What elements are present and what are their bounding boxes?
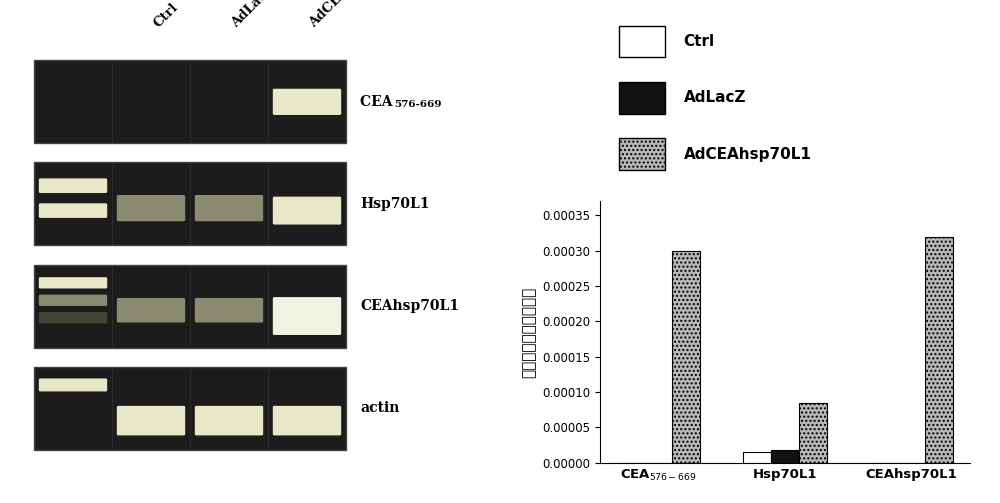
Text: Ctrl: Ctrl xyxy=(151,1,180,30)
FancyBboxPatch shape xyxy=(273,297,341,335)
Bar xyxy=(34,162,346,245)
FancyBboxPatch shape xyxy=(619,82,665,114)
FancyBboxPatch shape xyxy=(273,197,341,224)
FancyBboxPatch shape xyxy=(117,298,185,322)
Text: Hsp70L1: Hsp70L1 xyxy=(360,197,430,211)
FancyBboxPatch shape xyxy=(273,89,341,115)
Bar xyxy=(34,367,346,450)
Y-axis label: 与肌动蛋白相比的倍数: 与肌动蛋白相比的倍数 xyxy=(522,286,537,378)
FancyBboxPatch shape xyxy=(39,312,107,323)
Bar xyxy=(771,450,799,463)
FancyBboxPatch shape xyxy=(117,195,185,221)
Text: CEAhsp70L1: CEAhsp70L1 xyxy=(360,299,459,313)
Text: AdLacZ: AdLacZ xyxy=(684,91,746,105)
FancyBboxPatch shape xyxy=(39,277,107,289)
Text: CEA: CEA xyxy=(360,95,398,109)
FancyBboxPatch shape xyxy=(195,195,263,221)
FancyBboxPatch shape xyxy=(195,406,263,436)
Text: AdLacZ: AdLacZ xyxy=(229,0,277,30)
Bar xyxy=(34,265,346,348)
FancyBboxPatch shape xyxy=(39,378,107,391)
FancyBboxPatch shape xyxy=(195,298,263,322)
Bar xyxy=(799,403,827,463)
Text: Ctrl: Ctrl xyxy=(684,34,715,49)
FancyBboxPatch shape xyxy=(273,406,341,436)
Bar xyxy=(925,236,953,463)
FancyBboxPatch shape xyxy=(39,179,107,193)
FancyBboxPatch shape xyxy=(39,203,107,218)
Bar xyxy=(34,60,346,143)
FancyBboxPatch shape xyxy=(39,295,107,306)
FancyBboxPatch shape xyxy=(619,26,665,57)
Text: 576-669: 576-669 xyxy=(394,100,441,109)
Bar xyxy=(672,250,700,463)
Text: AdCEAhsp70L1: AdCEAhsp70L1 xyxy=(307,0,396,30)
FancyBboxPatch shape xyxy=(619,138,665,170)
FancyBboxPatch shape xyxy=(117,406,185,436)
Bar xyxy=(743,452,771,463)
Text: AdCEAhsp70L1: AdCEAhsp70L1 xyxy=(684,147,811,161)
Text: actin: actin xyxy=(360,401,400,415)
